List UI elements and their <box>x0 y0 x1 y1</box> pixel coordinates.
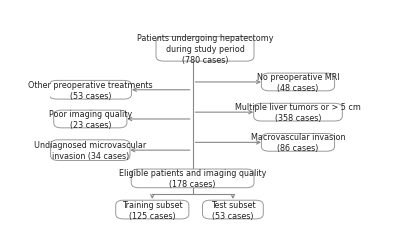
FancyBboxPatch shape <box>202 200 263 219</box>
FancyBboxPatch shape <box>262 134 334 152</box>
Text: Undiagnosed microvascular
invasion (34 cases): Undiagnosed microvascular invasion (34 c… <box>34 141 146 161</box>
Text: Poor imaging quality
(23 cases): Poor imaging quality (23 cases) <box>49 109 132 130</box>
FancyBboxPatch shape <box>254 104 342 121</box>
Text: Patients undergoing hepatectomy
during study period
(780 cases): Patients undergoing hepatectomy during s… <box>137 34 273 65</box>
Text: Training subset
(125 cases): Training subset (125 cases) <box>122 200 183 220</box>
FancyBboxPatch shape <box>131 169 254 188</box>
FancyBboxPatch shape <box>49 81 132 100</box>
FancyBboxPatch shape <box>51 140 130 161</box>
Text: Macrovascular invasion
(86 cases): Macrovascular invasion (86 cases) <box>251 133 345 153</box>
FancyBboxPatch shape <box>54 111 127 128</box>
Text: Multiple liver tumors or > 5 cm
(358 cases): Multiple liver tumors or > 5 cm (358 cas… <box>235 103 361 123</box>
FancyBboxPatch shape <box>156 37 254 62</box>
Text: No preoperative MRI
(48 cases): No preoperative MRI (48 cases) <box>257 73 339 93</box>
FancyBboxPatch shape <box>262 74 334 91</box>
Text: Other preoperative treatments
(53 cases): Other preoperative treatments (53 cases) <box>28 80 153 100</box>
Text: Eligible patients and imaging quality
(178 cases): Eligible patients and imaging quality (1… <box>119 169 266 189</box>
Text: Test subset
(53 cases): Test subset (53 cases) <box>210 200 255 220</box>
FancyBboxPatch shape <box>116 200 189 219</box>
